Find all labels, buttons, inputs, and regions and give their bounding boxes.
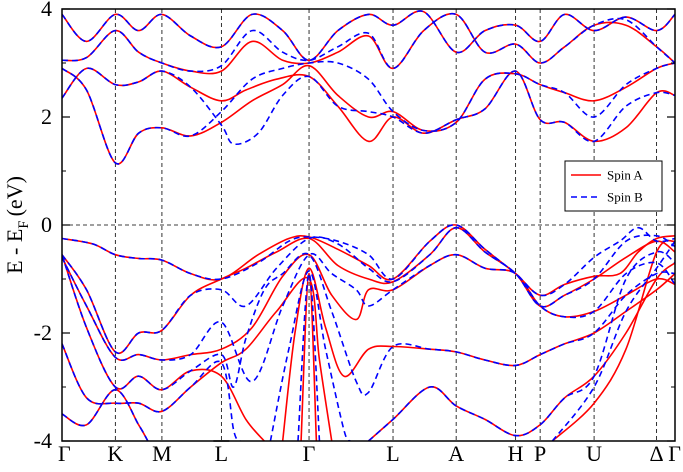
x-tick-label-9: U [586, 441, 602, 466]
spin-a-band-line [367, 262, 675, 441]
spin-a-band-line [62, 253, 675, 362]
k-point-gridlines [114, 9, 658, 441]
x-tick-label-6: A [448, 441, 464, 466]
spin-b-band-line [62, 60, 675, 165]
spin-b-band-line [367, 250, 675, 441]
spin-a-band-line [62, 226, 675, 355]
spin-b-band-line [62, 252, 675, 396]
x-tick-label-0: Γ [58, 441, 71, 466]
x-tick-label-2: M [152, 441, 172, 466]
x-tick-label-1: K [107, 441, 123, 466]
spin-b-band-line [62, 226, 675, 355]
x-tick-label-10: Δ [650, 441, 664, 466]
y-label-subscript: F [16, 220, 32, 228]
spin-b-band-line [62, 252, 675, 383]
spin-b-band-line [269, 270, 351, 441]
y-axis-ticks: -4 -2 0 2 4 [34, 0, 675, 453]
legend-box [564, 160, 663, 212]
spin-a-band-line [62, 12, 675, 75]
spin-a-band-line [300, 272, 318, 441]
y-label-unit: (eV) [2, 176, 27, 216]
y-label-main: E - E [2, 229, 27, 274]
x-tick-label-5: L [386, 441, 399, 466]
y-axis-label: E - EF (eV) [2, 176, 32, 274]
spin-a-band-line [62, 388, 149, 441]
y-tick-label: -4 [34, 428, 52, 453]
spin-b-band-line [62, 343, 241, 441]
spin-b-band-line [297, 272, 321, 441]
spin-b-band-line [62, 10, 675, 62]
y-tick-label: -2 [34, 320, 52, 345]
legend-label-1: Spin B [607, 190, 643, 205]
y-tick-label: 2 [41, 104, 52, 129]
spin-a-band-line [551, 239, 675, 441]
x-tick-label-4: Γ [303, 441, 316, 466]
x-tick-label-8: P [534, 441, 546, 466]
spin-b-band-line [551, 240, 675, 441]
spin-b-band-line [62, 12, 675, 73]
y-tick-label: 0 [41, 212, 52, 237]
spin-b-band-line [62, 388, 149, 441]
band-lines [62, 10, 675, 441]
spin-a-band-line [62, 254, 265, 441]
x-tick-label-3: L [215, 441, 228, 466]
legend: Spin A Spin B [564, 160, 663, 212]
spin-a-band-line [281, 267, 675, 441]
spin-b-band-line [62, 67, 675, 146]
spin-a-bands [62, 10, 675, 441]
legend-label-0: Spin A [607, 168, 643, 183]
spin-b-bands [62, 10, 675, 441]
x-tick-label-11: Γ [668, 441, 681, 466]
y-tick-label: 4 [41, 0, 52, 21]
spin-a-band-line [62, 62, 675, 165]
spin-b-band-line [62, 224, 675, 297]
x-tick-label-7: H [508, 441, 524, 466]
